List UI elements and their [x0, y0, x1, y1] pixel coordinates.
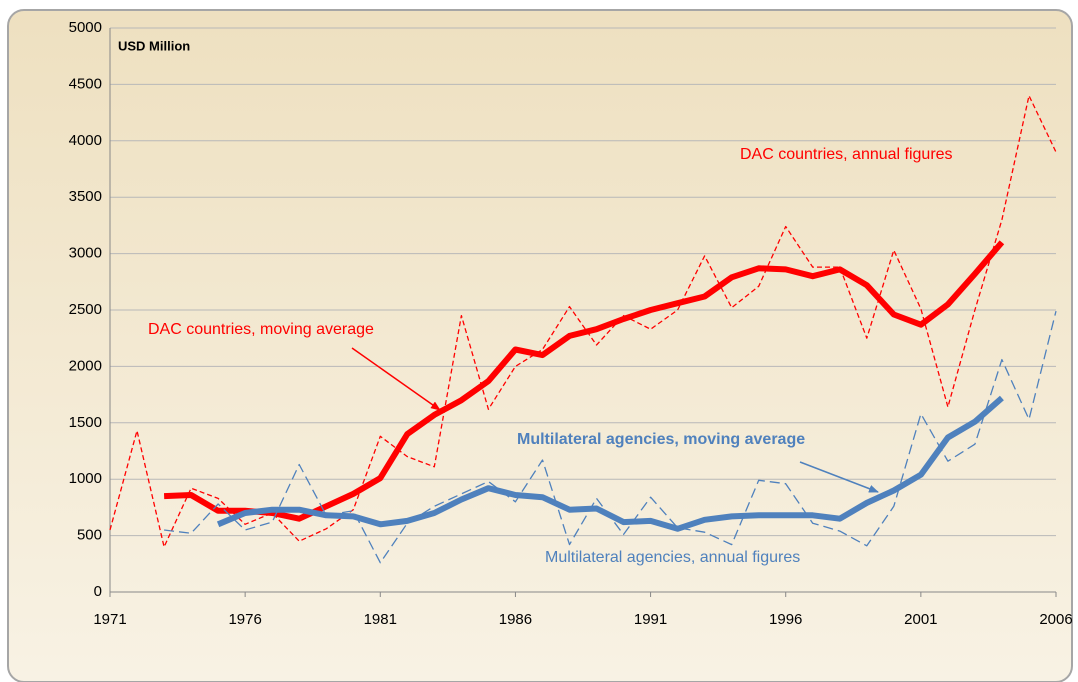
- x-tick-label: 1971: [93, 611, 126, 628]
- y-tick-label: 4500: [69, 75, 102, 92]
- annotation-arrow: [351, 347, 441, 411]
- grid: [109, 27, 1057, 597]
- x-tick-label: 1986: [499, 611, 532, 628]
- y-tick-label: 3000: [69, 245, 102, 262]
- y-tick-label: 3500: [69, 188, 102, 205]
- y-tick-label: 4000: [69, 132, 102, 149]
- x-tick-label: 1976: [228, 611, 261, 628]
- series-line: [216, 395, 1004, 532]
- series-line: [164, 310, 1057, 564]
- y-tick-label: 2000: [69, 357, 102, 374]
- y-tick-label: 500: [77, 527, 102, 544]
- series-label: DAC countries, annual figures: [740, 146, 953, 163]
- y-tick-label: 5000: [69, 19, 102, 36]
- series-label: Multilateral agencies, moving average: [517, 431, 805, 448]
- y-tick-label: 0: [94, 583, 102, 600]
- series-label: Multilateral agencies, annual figures: [545, 549, 800, 566]
- x-tick-label: 1981: [364, 611, 397, 628]
- plot-lines: [109, 95, 1057, 564]
- y-tick-label: 1500: [69, 414, 102, 431]
- y-tick-label: 1000: [69, 470, 102, 487]
- x-tick-label: 1991: [634, 611, 667, 628]
- series-label: DAC countries, moving average: [148, 321, 374, 338]
- labels: 0 500 1000 1500 2000 2500 3000 3500 4000 4500 5000…: [69, 19, 1073, 628]
- annotation-arrow: [799, 461, 879, 493]
- series-line: [163, 240, 1005, 522]
- chart-frame: [7, 9, 1073, 682]
- x-tick-label: 2001: [904, 611, 937, 628]
- y-axis-label: USD Million: [118, 38, 190, 53]
- x-tick-label: 1996: [769, 611, 802, 628]
- y-tick-label: 2500: [69, 301, 102, 318]
- x-tick-label: 2006: [1039, 611, 1072, 628]
